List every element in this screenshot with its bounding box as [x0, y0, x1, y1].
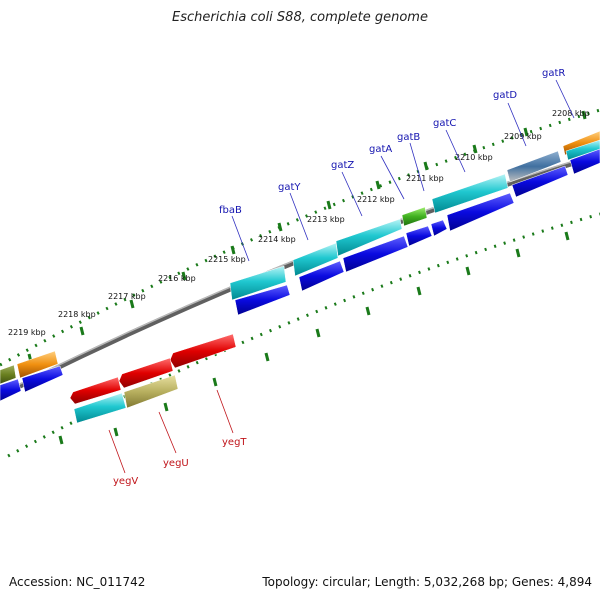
gene-feature-blue[interactable]	[0, 378, 22, 402]
gene-feature-teal-right[interactable]	[565, 139, 600, 161]
kbp-label: 2209 kbp	[504, 132, 542, 141]
forward-blue-track	[0, 148, 600, 402]
kbp-label: 2214 kbp	[258, 235, 296, 244]
gene-label-gatA[interactable]: gatA	[369, 144, 392, 155]
kbp-label: 2211 kbp	[406, 174, 444, 183]
gene-feature-gatB[interactable]	[401, 206, 428, 227]
gene-label-yegU[interactable]: yegU	[163, 458, 189, 469]
gene-feature-yegU[interactable]	[123, 374, 179, 409]
kbp-label: 2219 kbp	[8, 328, 46, 337]
gene-feature-gatD[interactable]	[506, 150, 562, 183]
gene-label-yegT[interactable]: yegT	[222, 437, 247, 448]
kbp-label: 2208 kbp	[552, 109, 590, 118]
gene-feature-left-olive[interactable]	[0, 364, 17, 385]
gene-feature-left-orange[interactable]	[16, 350, 59, 379]
gene-feature-blue[interactable]	[569, 148, 600, 175]
gene-feature-gatA-a[interactable]	[335, 218, 403, 257]
gene-feature-red[interactable]	[118, 357, 174, 389]
kbp-label: 2210 kbp	[455, 153, 493, 162]
outer-coordinate-track	[0, 108, 600, 367]
kbp-label: 2217 kbp	[108, 292, 146, 301]
gene-label-yegV[interactable]: yegV	[113, 476, 138, 487]
genome-summary: Topology: circular; Length: 5,032,268 bp…	[262, 575, 592, 589]
gene-leader-lines-top	[231, 79, 575, 262]
inner-coordinate-track	[7, 212, 600, 458]
accession-label: Accession: NC_011742	[9, 575, 146, 589]
gene-label-gatB[interactable]: gatB	[397, 132, 420, 143]
gene-label-gatY[interactable]: gatY	[278, 182, 301, 193]
gene-label-gatC[interactable]: gatC	[433, 118, 456, 129]
gene-feature-blue[interactable]	[405, 225, 433, 247]
kbp-label: 2218 kbp	[58, 310, 96, 319]
gene-feature-blue[interactable]	[511, 165, 569, 198]
inner-major-ticks	[58, 231, 570, 445]
kbp-label: 2216 kbp	[158, 274, 196, 283]
kbp-label: 2215 kbp	[208, 255, 246, 264]
kbp-label: 2213 kbp	[307, 215, 345, 224]
forward-feature-track	[0, 130, 600, 385]
gene-feature-red[interactable]	[69, 376, 122, 405]
gene-feature-gatZ[interactable]	[292, 242, 339, 277]
gene-feature-yegV[interactable]	[73, 392, 127, 424]
gene-feature-gatC[interactable]	[431, 173, 509, 214]
kbp-label: 2212 kbp	[357, 195, 395, 204]
gene-feature-blue[interactable]	[342, 235, 409, 273]
gene-label-gatD[interactable]: gatD	[493, 90, 517, 101]
gene-feature-blue[interactable]	[21, 365, 64, 393]
gene-feature-blue[interactable]	[446, 192, 515, 232]
gene-leader-lines-bottom	[108, 389, 234, 474]
gene-feature-blue[interactable]	[234, 284, 291, 316]
gene-feature-blue[interactable]	[430, 219, 448, 237]
gene-feature-fbaB[interactable]	[229, 265, 287, 301]
map-title: Escherichia coli S88, complete genome	[172, 10, 428, 25]
gene-feature-yegT[interactable]	[169, 333, 237, 369]
gene-label-gatR[interactable]: gatR	[542, 68, 565, 79]
gene-feature-blue[interactable]	[298, 260, 345, 292]
gene-label-fbaB[interactable]: fbaB	[219, 205, 242, 216]
gene-label-gatZ[interactable]: gatZ	[331, 160, 354, 171]
reverse-feature-track	[69, 333, 237, 424]
